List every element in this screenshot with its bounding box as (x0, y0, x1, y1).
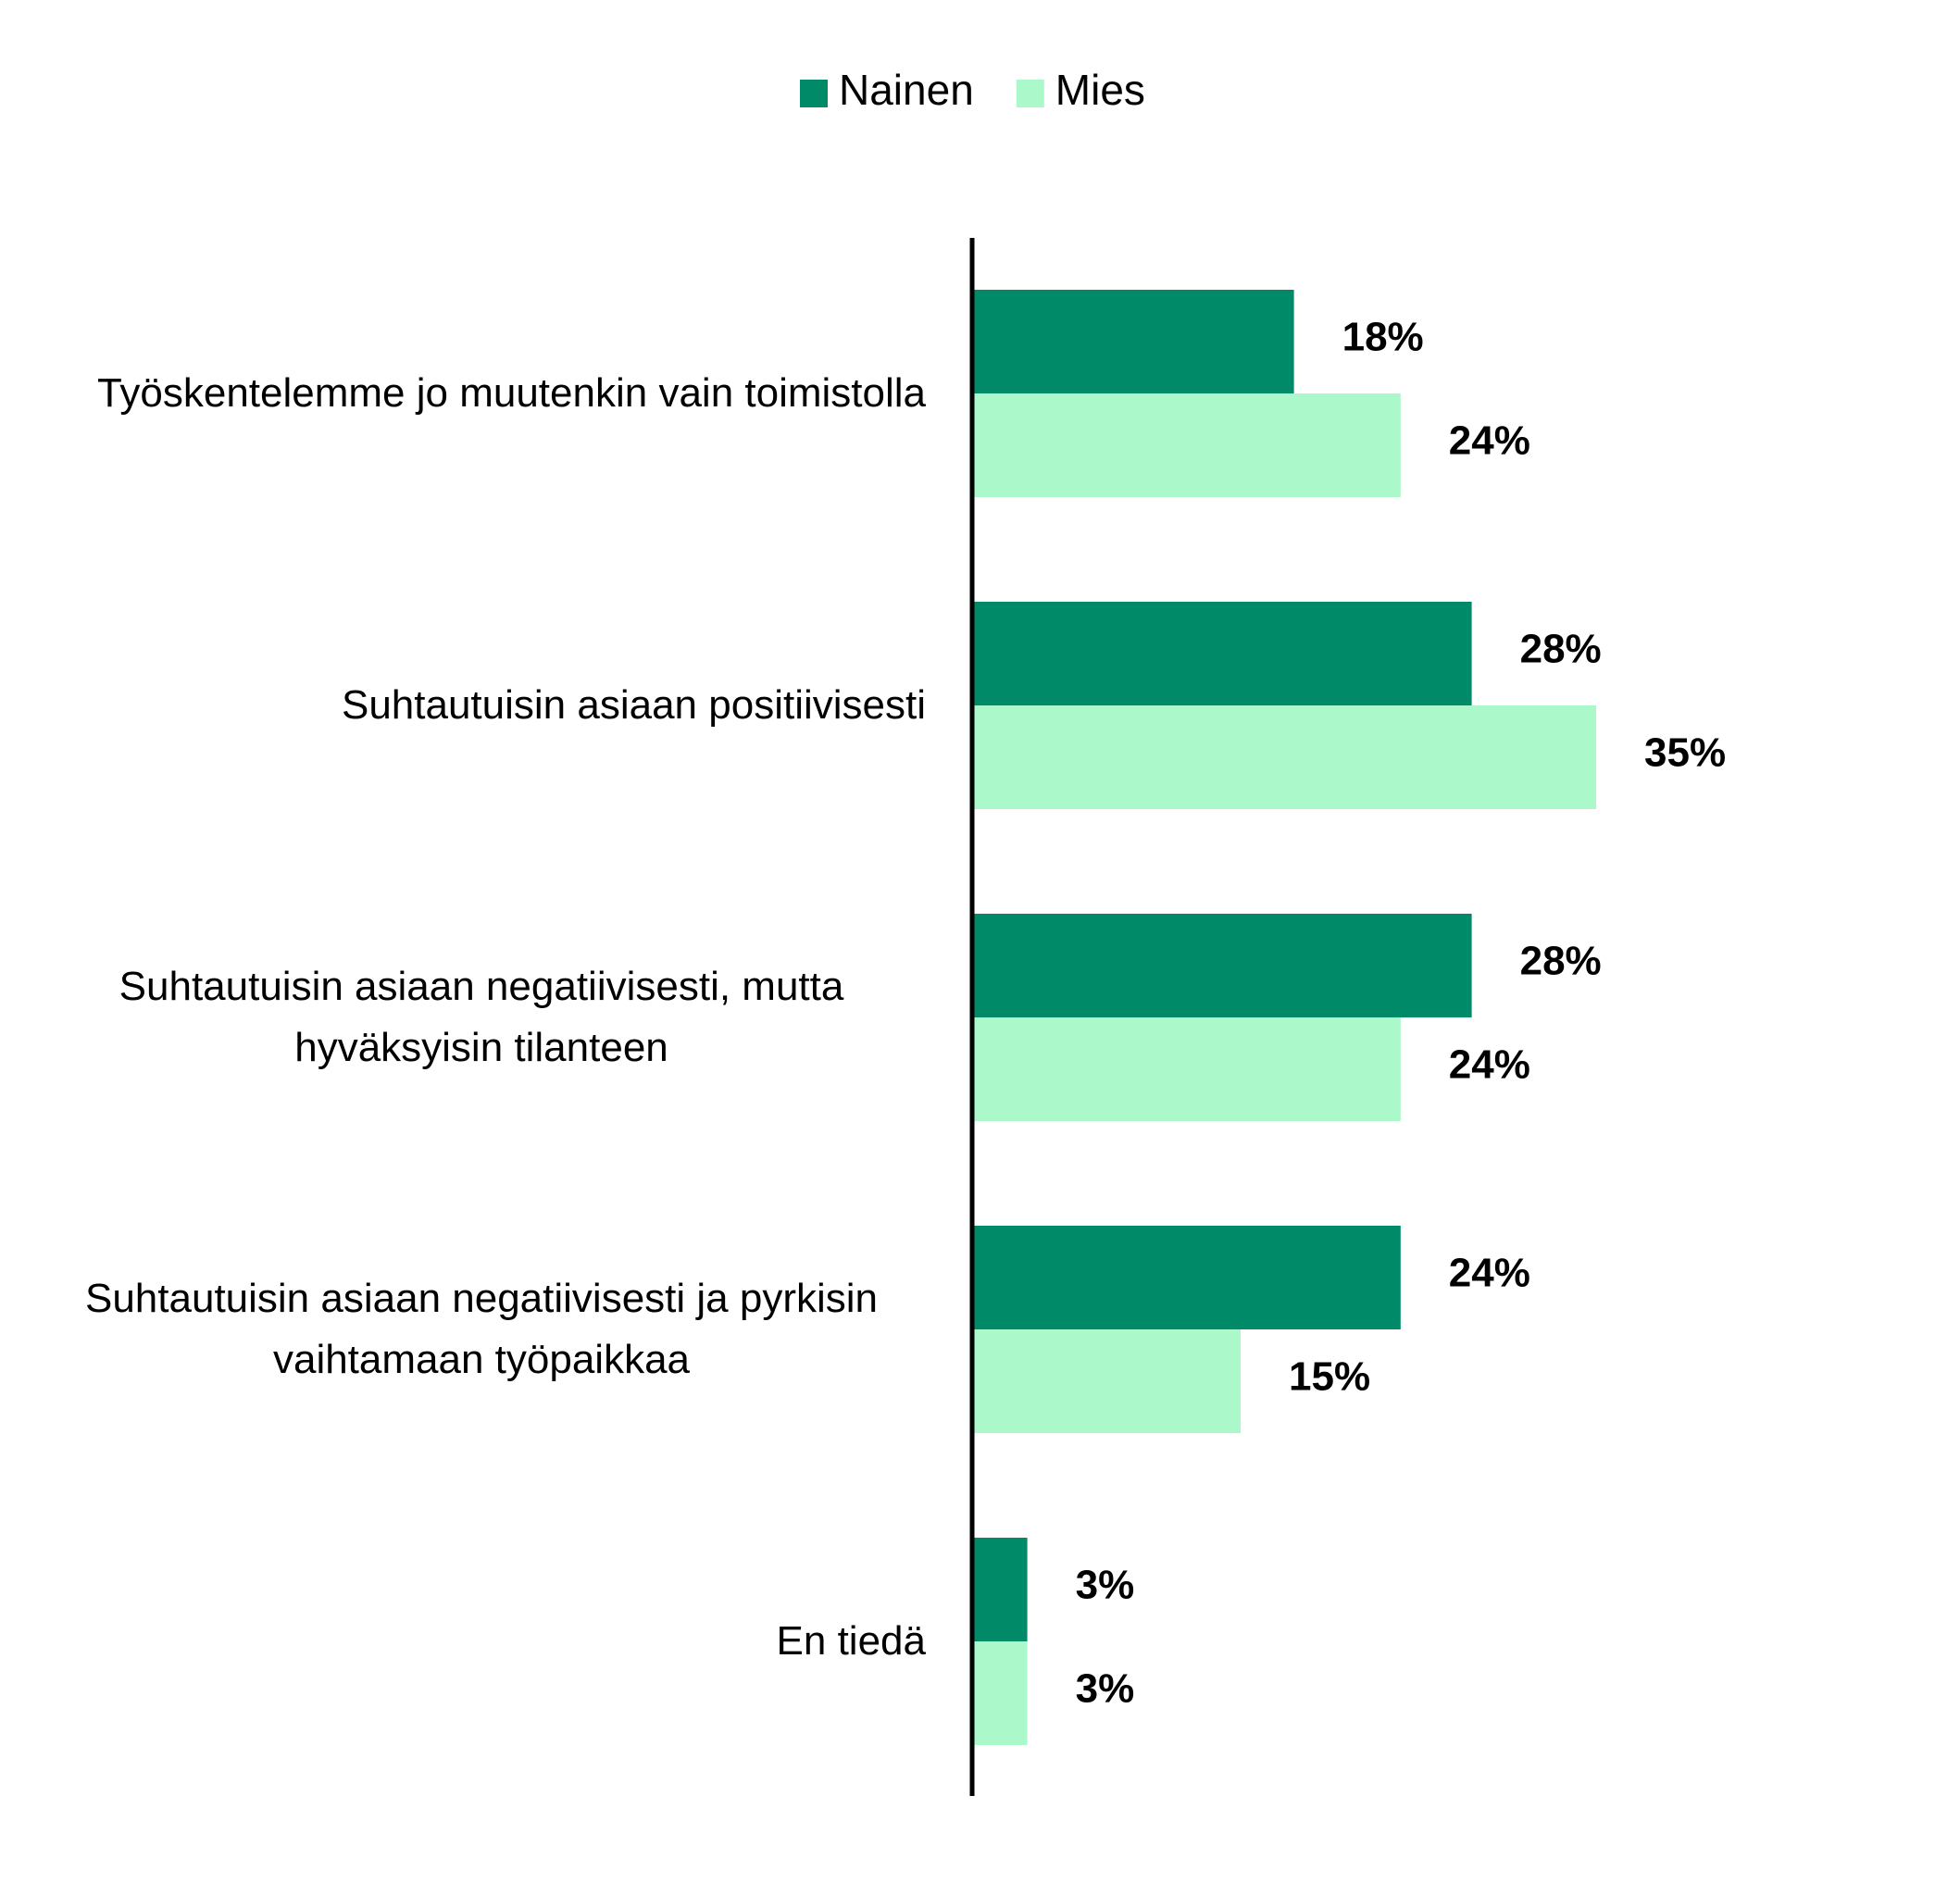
bar (974, 1226, 1401, 1329)
category-label-box: Suhtautuisin asiaan positiivisesti (37, 675, 926, 736)
data-label: 24% (1449, 418, 1530, 464)
bar (974, 290, 1294, 393)
data-label: 3% (1076, 1666, 1135, 1712)
legend-swatch (800, 80, 828, 107)
data-label: 24% (1449, 1042, 1530, 1088)
bar (974, 393, 1401, 497)
category-label-box: Työskentelemme jo muutenkin vain toimist… (37, 363, 926, 424)
legend-label: Mies (1055, 66, 1145, 114)
data-label: 28% (1520, 939, 1602, 984)
category-label-box: Suhtautuisin asiaan negatiivisesti, mutt… (37, 956, 926, 1079)
category-label: Suhtautuisin asiaan negatiivisesti ja py… (84, 1276, 879, 1382)
category-label-box: Suhtautuisin asiaan negatiivisesti ja py… (37, 1268, 926, 1390)
category-label: En tiedä (776, 1618, 926, 1664)
category-label: Suhtautuisin asiaan positiivisesti (341, 682, 926, 728)
data-label: 15% (1289, 1354, 1370, 1400)
bar (974, 1538, 1028, 1641)
category-label: Työskentelemme jo muutenkin vain toimist… (96, 370, 926, 416)
bar (974, 914, 1472, 1017)
data-label: 3% (1076, 1563, 1135, 1608)
category-label-box: En tiedä (37, 1611, 926, 1672)
legend-label: Nainen (839, 66, 974, 114)
bar (974, 1641, 1028, 1745)
data-label: 24% (1449, 1251, 1530, 1296)
bar (974, 602, 1472, 705)
bar (974, 1017, 1401, 1121)
bar (974, 1329, 1241, 1433)
bar (974, 705, 1596, 809)
data-label: 18% (1342, 315, 1424, 360)
data-label: 28% (1520, 627, 1602, 672)
legend-swatch (1016, 80, 1044, 107)
data-label: 35% (1644, 730, 1726, 776)
category-label: Suhtautuisin asiaan negatiivisesti, mutt… (119, 964, 844, 1070)
